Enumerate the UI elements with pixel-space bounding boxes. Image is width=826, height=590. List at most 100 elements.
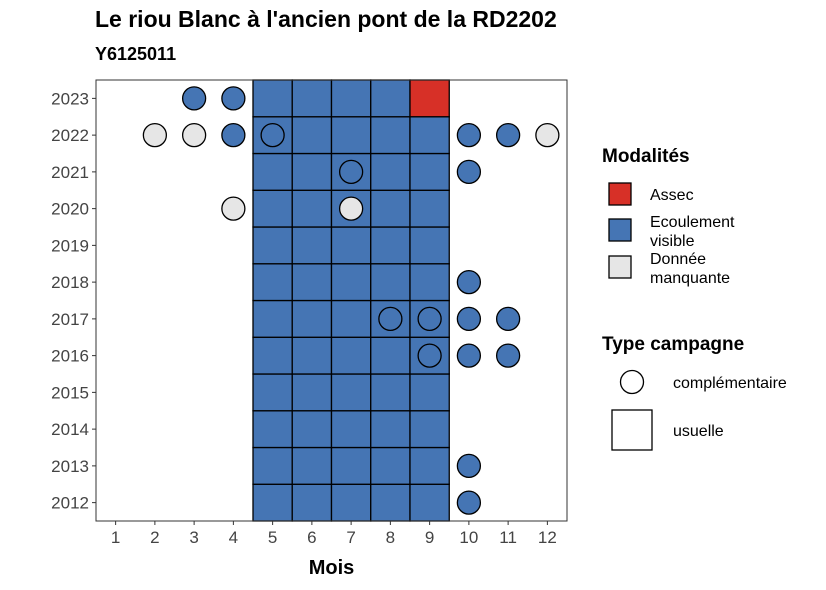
x-tick-label-12: 12 bbox=[538, 528, 557, 547]
x-axis-title: Mois bbox=[309, 557, 355, 579]
cell-2018-7 bbox=[330, 263, 372, 302]
legend-label-0-0: Assec bbox=[650, 187, 694, 204]
cell-2014-6 bbox=[291, 410, 333, 449]
x-tick-label-6: 6 bbox=[307, 528, 316, 547]
legend-modalites-title: Modalités bbox=[602, 146, 690, 167]
cell-2017-6 bbox=[291, 299, 333, 338]
point-2017-8 bbox=[378, 306, 403, 332]
point-2022-11 bbox=[495, 122, 521, 148]
cell-2023-7 bbox=[330, 79, 372, 118]
legend-label-1-0: Ecoulement bbox=[650, 214, 735, 231]
point-2021-7 bbox=[338, 159, 364, 185]
point-2012-10 bbox=[456, 490, 482, 515]
panel-border bbox=[95, 79, 568, 522]
cell-2012-7 bbox=[330, 483, 372, 522]
point-2020-7 bbox=[338, 196, 364, 221]
legend-label-2-0: Donnée bbox=[650, 251, 706, 268]
chart-subtitle: Y6125011 bbox=[95, 44, 177, 64]
cell-2023-6 bbox=[291, 79, 333, 118]
legend-type-key-1 bbox=[611, 409, 653, 451]
cell-2020-9 bbox=[409, 189, 450, 228]
y-tick-label-2021: 2021 bbox=[51, 163, 89, 182]
y-tick-label-2019: 2019 bbox=[51, 236, 89, 255]
legend-key-1 bbox=[608, 218, 632, 242]
y-tick-label-2016: 2016 bbox=[51, 347, 89, 366]
cell-2012-9 bbox=[409, 483, 450, 522]
cell-2021-9 bbox=[409, 152, 450, 191]
point-2017-9 bbox=[417, 306, 442, 332]
legend-label-2-1: manquante bbox=[650, 270, 730, 287]
cell-2017-7 bbox=[330, 299, 372, 338]
point-2022-2 bbox=[142, 122, 168, 148]
axes-layer: 1 2 3 4 5 6 7 8 9 10 11 122012201320142015201620172… bbox=[51, 89, 557, 547]
y-tick-label-2015: 2015 bbox=[51, 383, 89, 402]
point-2020-4 bbox=[221, 196, 246, 221]
cell-2023-9 bbox=[409, 79, 450, 118]
x-tick-label-10: 10 bbox=[459, 528, 478, 547]
cell-2015-5 bbox=[252, 373, 293, 412]
x-tick-label-4: 4 bbox=[229, 528, 238, 547]
x-tick-label-11: 11 bbox=[499, 528, 517, 547]
cell-2021-6 bbox=[291, 152, 333, 191]
x-tick-label-1: 1 bbox=[111, 528, 120, 547]
cell-2020-8 bbox=[370, 189, 411, 228]
y-tick-label-2017: 2017 bbox=[51, 310, 89, 329]
cell-2022-6 bbox=[291, 116, 333, 155]
cell-2021-8 bbox=[370, 152, 411, 191]
y-tick-label-2014: 2014 bbox=[51, 420, 89, 439]
cell-2014-5 bbox=[252, 410, 293, 449]
y-tick-label-2023: 2023 bbox=[51, 89, 89, 108]
cell-2016-8 bbox=[370, 336, 411, 375]
point-2017-10 bbox=[456, 306, 482, 332]
point-2022-5 bbox=[260, 122, 285, 148]
legend-type-key-0 bbox=[619, 369, 645, 395]
cell-2014-7 bbox=[330, 410, 372, 449]
y-tick-label-2018: 2018 bbox=[51, 273, 89, 292]
cell-2020-6 bbox=[291, 189, 333, 228]
legend-label-1-1: visible bbox=[650, 233, 695, 250]
x-tick-label-8: 8 bbox=[386, 528, 395, 547]
cell-2015-6 bbox=[291, 373, 333, 412]
cell-2019-6 bbox=[291, 226, 333, 265]
legend-key-0 bbox=[608, 182, 632, 206]
y-tick-label-2020: 2020 bbox=[51, 200, 89, 219]
cell-2012-6 bbox=[291, 483, 333, 522]
cell-2017-5 bbox=[252, 299, 293, 338]
cell-2013-8 bbox=[370, 446, 411, 485]
point-2016-9 bbox=[417, 343, 442, 368]
legend-type-label-0: complémentaire bbox=[673, 375, 787, 392]
cell-2019-7 bbox=[330, 226, 372, 265]
cell-2015-9 bbox=[409, 373, 450, 412]
point-2023-3 bbox=[181, 86, 207, 111]
cell-2016-6 bbox=[291, 336, 333, 375]
y-tick-label-2022: 2022 bbox=[51, 126, 89, 145]
cell-2023-8 bbox=[370, 79, 411, 118]
cell-2018-5 bbox=[252, 263, 293, 302]
cell-2018-6 bbox=[291, 263, 333, 302]
chart-title: Le riou Blanc à l'ancien pont de la RD22… bbox=[95, 6, 557, 32]
point-2022-10 bbox=[456, 122, 482, 148]
legend-type-label-1: usuelle bbox=[673, 423, 724, 440]
cell-2021-5 bbox=[252, 152, 293, 191]
cell-2013-6 bbox=[291, 446, 333, 485]
point-2022-4 bbox=[221, 122, 246, 148]
cell-2013-7 bbox=[330, 446, 372, 485]
cell-2016-5 bbox=[252, 336, 293, 375]
cell-2018-8 bbox=[370, 263, 411, 302]
x-tick-label-9: 9 bbox=[425, 528, 434, 547]
cell-2015-8 bbox=[370, 373, 411, 412]
cell-2019-5 bbox=[252, 226, 293, 265]
cell-2015-7 bbox=[330, 373, 372, 412]
complementaire-circles-layer bbox=[142, 86, 560, 515]
cell-2012-5 bbox=[252, 483, 293, 522]
usuelle-cells-layer bbox=[252, 79, 450, 522]
cell-2016-7 bbox=[330, 336, 372, 375]
point-2021-10 bbox=[456, 159, 482, 185]
cell-2012-8 bbox=[370, 483, 411, 522]
x-tick-label-5: 5 bbox=[268, 528, 277, 547]
cell-2019-8 bbox=[370, 226, 411, 265]
point-2016-11 bbox=[495, 343, 521, 368]
y-tick-label-2012: 2012 bbox=[51, 494, 89, 513]
point-2018-10 bbox=[456, 269, 482, 295]
